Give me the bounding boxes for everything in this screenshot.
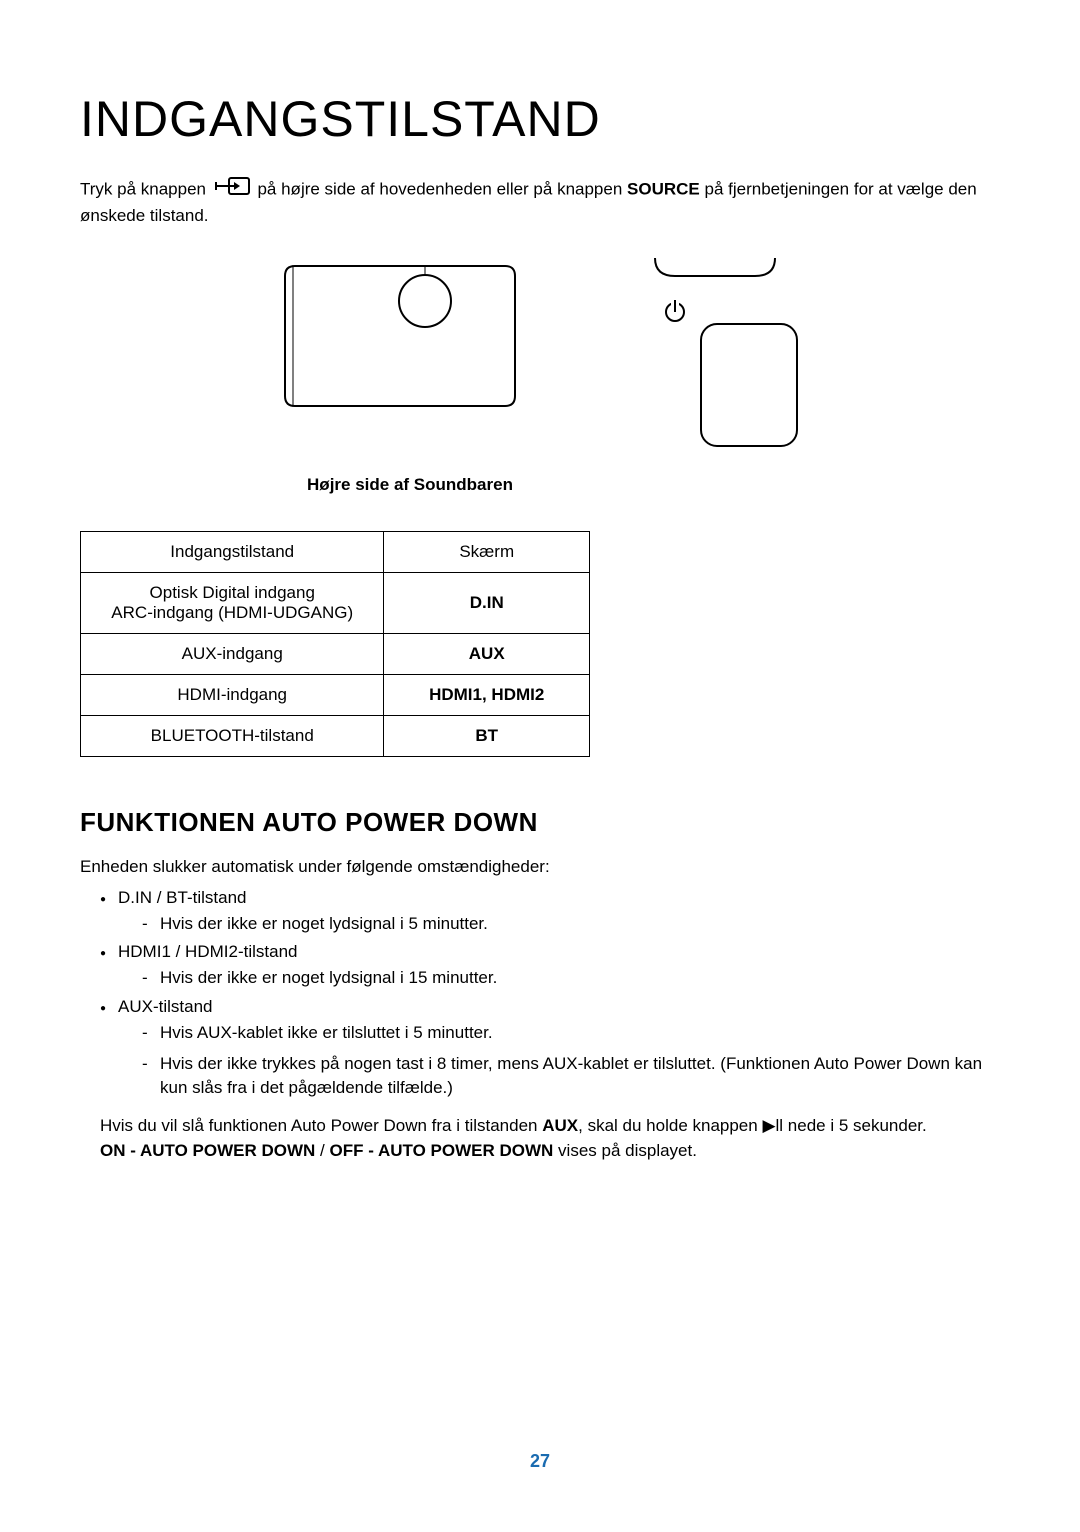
- list-item: HDMI1 / HDMI2-tilstand Hvis der ikke er …: [100, 942, 1000, 991]
- bullet-label: D.IN / BT-tilstand: [118, 888, 246, 907]
- table-cell: HDMI-indgang: [81, 675, 384, 716]
- table-cell: AUX-indgang: [81, 634, 384, 675]
- list-sub-item: Hvis der ikke er noget lydsignal i 5 min…: [142, 912, 1000, 937]
- list-item: AUX-tilstand Hvis AUX-kablet ikke er til…: [100, 997, 1000, 1101]
- table-cell: BLUETOOTH-tilstand: [81, 716, 384, 757]
- list-sub-item: Hvis der ikke trykkes på nogen tast i 8 …: [142, 1052, 1000, 1101]
- section-heading: FUNKTIONEN AUTO POWER DOWN: [80, 807, 1000, 838]
- intro-prefix: Tryk på knappen: [80, 179, 211, 198]
- table-row: Optisk Digital indgang ARC-indgang (HDMI…: [81, 573, 590, 634]
- input-mode-table: Indgangstilstand Skærm Optisk Digital in…: [80, 531, 590, 757]
- intro-paragraph: Tryk på knappen på højre side af hoveden…: [80, 176, 1000, 228]
- footer-paragraph: Hvis du vil slå funktionen Auto Power Do…: [80, 1113, 1000, 1164]
- table-header-right: Skærm: [384, 532, 590, 573]
- text-span: Hvis du vil slå funktionen Auto Power Do…: [100, 1116, 542, 1135]
- text-bold: OFF - AUTO POWER DOWN: [330, 1141, 554, 1160]
- table-row: BLUETOOTH-tilstand BT: [81, 716, 590, 757]
- table-cell: HDMI1, HDMI2: [384, 675, 590, 716]
- table-cell: Optisk Digital indgang ARC-indgang (HDMI…: [81, 573, 384, 634]
- source-label: SOURCE: [627, 179, 700, 198]
- list-item: D.IN / BT-tilstand Hvis der ikke er noge…: [100, 888, 1000, 937]
- table-cell: AUX: [384, 634, 590, 675]
- bullet-label: HDMI1 / HDMI2-tilstand: [118, 942, 297, 961]
- cell-line: Optisk Digital indgang: [150, 583, 315, 602]
- page-title: INDGANGSTILSTAND: [80, 90, 1000, 148]
- table-cell: D.IN: [384, 573, 590, 634]
- text-span: /: [315, 1141, 329, 1160]
- remote-top-diagram: [645, 256, 805, 461]
- bullet-list: D.IN / BT-tilstand Hvis der ikke er noge…: [80, 888, 1000, 1101]
- table-header-row: Indgangstilstand Skærm: [81, 532, 590, 573]
- table-row: HDMI-indgang HDMI1, HDMI2: [81, 675, 590, 716]
- table-cell: BT: [384, 716, 590, 757]
- section-intro: Enheden slukker automatisk under følgend…: [80, 854, 1000, 880]
- text-bold: AUX: [542, 1116, 578, 1135]
- soundbar-side-diagram: [275, 256, 525, 461]
- table-row: AUX-indgang AUX: [81, 634, 590, 675]
- cell-line: ARC-indgang (HDMI-UDGANG): [111, 603, 353, 622]
- text-bold: ON - AUTO POWER DOWN: [100, 1141, 315, 1160]
- page-number: 27: [0, 1451, 1080, 1472]
- bullet-label: AUX-tilstand: [118, 997, 212, 1016]
- list-sub-item: Hvis der ikke er noget lydsignal i 15 mi…: [142, 966, 1000, 991]
- text-span: , skal du holde knappen ▶ll nede i 5 sek…: [578, 1116, 927, 1135]
- diagram-row: [80, 256, 1000, 461]
- intro-mid: på højre side af hovedenheden eller på k…: [257, 179, 627, 198]
- diagram-caption: Højre side af Soundbaren: [0, 475, 1000, 495]
- source-button-icon: [214, 176, 250, 204]
- power-icon: [666, 300, 684, 321]
- list-sub-item: Hvis AUX-kablet ikke er tilsluttet i 5 m…: [142, 1021, 1000, 1046]
- table-header-left: Indgangstilstand: [81, 532, 384, 573]
- text-span: vises på displayet.: [553, 1141, 697, 1160]
